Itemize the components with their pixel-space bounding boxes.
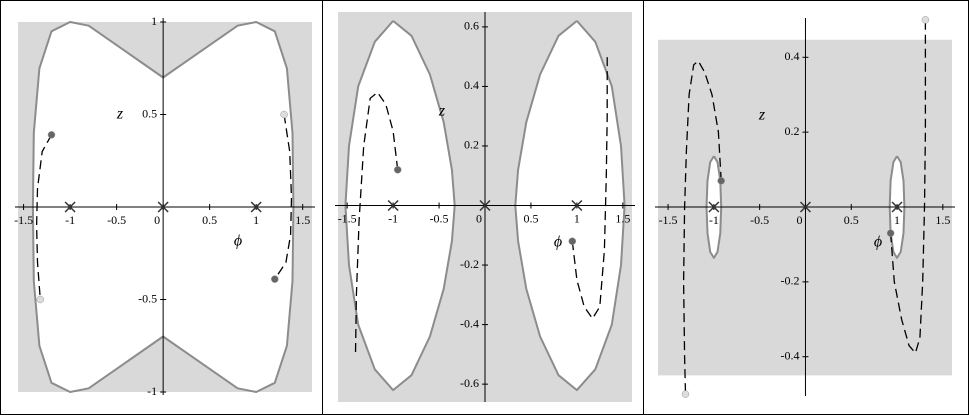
y-tick-label: 0.2 [464, 138, 479, 152]
x-tick-label: 1.5 [615, 211, 630, 225]
endpoint [280, 110, 288, 119]
y-tick-label: -0.6 [460, 376, 479, 390]
trajectory [35, 134, 53, 300]
x-axis-label: ϕ [874, 234, 882, 251]
endpoint [886, 229, 895, 237]
x-tick-label: 1 [253, 213, 259, 227]
y-tick-label: -0.2 [460, 257, 479, 271]
endpoint [47, 131, 56, 139]
equilibrium-marker [571, 199, 583, 212]
x-tick-label: 0 [476, 211, 482, 225]
x-tick-label: 1 [894, 213, 900, 227]
y-axis-label: z [758, 107, 766, 124]
equilibrium-marker [64, 201, 76, 213]
endpoint [568, 237, 577, 245]
trajectory [354, 91, 399, 355]
x-tick-label: -1.5 [659, 213, 678, 227]
x-tick-label: -1 [388, 211, 398, 225]
x-tick-label: -1.5 [14, 213, 33, 227]
endpoint [681, 390, 690, 398]
y-tick-label: -0.4 [780, 348, 799, 362]
equilibrium-marker [157, 201, 169, 213]
x-tick-label: -0.5 [430, 211, 449, 225]
x-tick-label: 0 [796, 213, 802, 227]
endpoint [271, 275, 279, 283]
x-tick-label: 1 [574, 211, 580, 225]
x-axis-label: ϕ [554, 234, 562, 251]
trajectory [571, 56, 608, 320]
y-tick-label: 0.6 [464, 19, 479, 33]
x-tick-label: -0.5 [750, 213, 769, 227]
x-tick-label: 0.5 [844, 213, 859, 227]
y-tick-label: 1 [151, 14, 157, 28]
equilibrium-marker [891, 201, 903, 213]
trajectory [682, 60, 722, 395]
endpoint [393, 166, 402, 174]
x-tick-label: 0.5 [523, 211, 538, 225]
x-tick-label: -1.5 [338, 211, 357, 225]
x-tick-label: 1.5 [295, 213, 310, 227]
equilibrium-marker [250, 201, 262, 213]
trajectory [889, 19, 927, 355]
panel: -1.5 -1 -0.5 0 0.5 1 1.5 -1 -0.5 0.5 1 z ϕ [14, 14, 315, 398]
x-tick-label: 0.5 [202, 213, 217, 227]
equilibrium-marker [708, 201, 720, 213]
x-tick-label: -0.5 [107, 213, 126, 227]
endpoint [921, 16, 930, 24]
y-tick-label: 0.4 [784, 49, 799, 63]
y-tick-label: -0.4 [460, 316, 479, 330]
endpoint [717, 177, 725, 185]
x-tick-label: -1 [709, 213, 719, 227]
y-tick-label: 0.5 [142, 106, 157, 120]
y-tick-label: 0.4 [464, 78, 479, 92]
y-tick-label: -0.2 [780, 274, 799, 288]
equilibrium-marker [479, 199, 491, 212]
y-tick-label: 0.2 [784, 124, 799, 138]
x-tick-label: 1.5 [935, 213, 950, 227]
equilibrium-marker [799, 201, 811, 213]
panel: -1.5 -1 -0.5 0 0.5 1 1.5 -0.4 -0.2 0.2 0.4 z ϕ [655, 16, 955, 398]
endpoint [36, 295, 45, 304]
trajectory [274, 114, 293, 280]
y-tick-label: -0.5 [138, 291, 157, 305]
y-axis-label: z [116, 106, 124, 123]
y-axis-label: z [438, 103, 446, 120]
panel: -1.5 -1 -0.5 0 0.5 1 1.5 -0.6 -0.4 -0.2 0.2 0.4 0.6 z… [335, 12, 635, 402]
x-axis-label: ϕ [234, 233, 242, 250]
y-tick-label: -1 [147, 384, 157, 398]
x-tick-label: 0 [154, 213, 160, 227]
x-tick-label: -1 [65, 213, 75, 227]
equilibrium-marker [387, 199, 399, 212]
